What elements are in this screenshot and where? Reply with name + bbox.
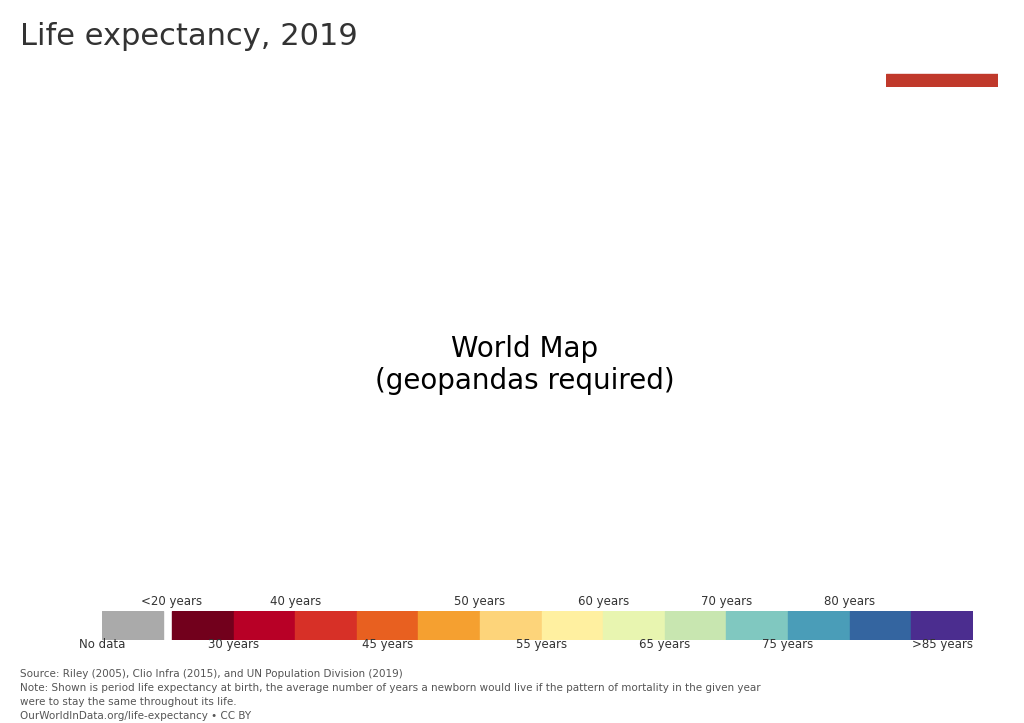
Bar: [356, 611, 419, 640]
Text: Our World
in Data: Our World in Data: [910, 33, 974, 54]
Bar: [480, 611, 542, 640]
Text: 65 years: 65 years: [639, 638, 690, 651]
Bar: [172, 611, 233, 640]
Text: 40 years: 40 years: [269, 596, 321, 608]
Bar: [233, 611, 295, 640]
Bar: [665, 611, 726, 640]
Text: 55 years: 55 years: [516, 638, 567, 651]
Text: 60 years: 60 years: [578, 596, 629, 608]
Text: 80 years: 80 years: [824, 596, 876, 608]
Text: World Map
(geopandas required): World Map (geopandas required): [375, 335, 675, 395]
Bar: [726, 611, 788, 640]
Text: 50 years: 50 years: [455, 596, 506, 608]
Bar: [911, 611, 973, 640]
Bar: [102, 611, 164, 640]
Bar: [295, 611, 356, 640]
Bar: [419, 611, 480, 640]
Text: 70 years: 70 years: [700, 596, 752, 608]
Bar: [850, 611, 911, 640]
Text: Source: Riley (2005), Clio Infra (2015), and UN Population Division (2019)
Note:: Source: Riley (2005), Clio Infra (2015),…: [20, 669, 761, 721]
Text: Life expectancy, 2019: Life expectancy, 2019: [20, 22, 358, 51]
Text: 75 years: 75 years: [763, 638, 814, 651]
Text: No data: No data: [79, 638, 126, 651]
Bar: [788, 611, 850, 640]
Text: 30 years: 30 years: [208, 638, 259, 651]
Text: 45 years: 45 years: [362, 638, 414, 651]
Bar: [542, 611, 603, 640]
Bar: [603, 611, 665, 640]
Bar: [886, 74, 998, 87]
Text: <20 years: <20 years: [141, 596, 203, 608]
Text: >85 years: >85 years: [911, 638, 973, 651]
